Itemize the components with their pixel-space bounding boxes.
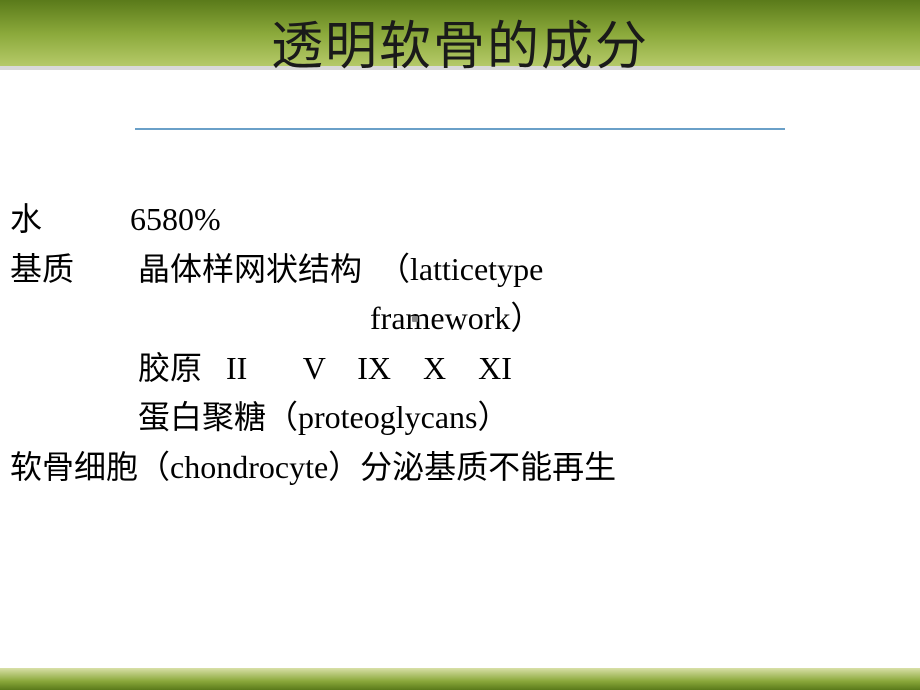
line-framework: framework）: [10, 294, 900, 344]
line-chondrocyte: 软骨细胞（chondrocyte）分泌基质不能再生: [10, 443, 900, 493]
slide-content: 水 6580% 基质 晶体样网状结构 （latticetype framewor…: [10, 195, 900, 493]
line-proteoglycans: 蛋白聚糖（proteoglycans）: [10, 393, 900, 443]
title-underline: [135, 128, 785, 130]
bullet-marker-icon: [412, 316, 418, 322]
line-collagen: 胶原 II V IX X XI: [10, 344, 900, 394]
line-matrix: 基质 晶体样网状结构 （latticetype: [10, 245, 900, 295]
slide-title: 透明软骨的成分: [0, 4, 920, 79]
bottom-accent-bar: [0, 668, 920, 690]
line-water: 水 6580%: [10, 195, 900, 245]
